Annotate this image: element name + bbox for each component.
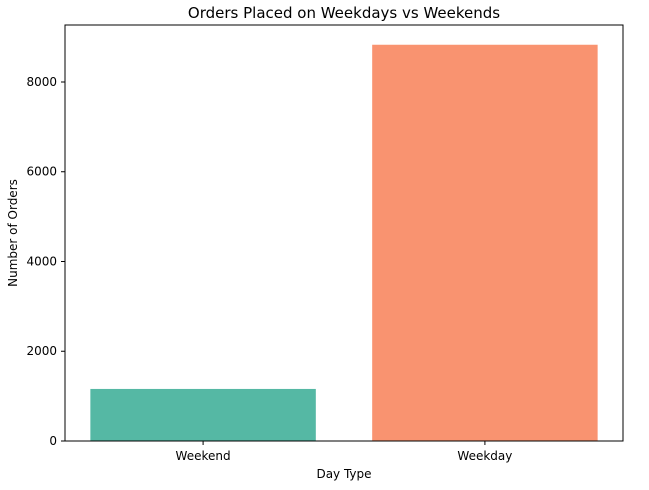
y-axis-ticks: 0 2000 4000 6000 8000 [26,75,65,448]
bar-weekend [90,388,316,441]
chart-title: Orders Placed on Weekdays vs Weekends [188,4,500,22]
y-tick-label: 0 [49,434,57,448]
x-axis-label: Day Type [316,467,371,481]
y-tick-label: 2000 [26,344,57,358]
x-tick-label: Weekday [457,449,512,463]
y-axis-label: Number of Orders [6,179,20,287]
bar-weekday [372,44,598,441]
plot-area-frame [64,24,624,442]
bars-layer [90,44,598,441]
y-tick-label: 4000 [26,254,57,268]
y-tick-label: 6000 [26,165,57,179]
x-axis-ticks: Weekend Weekday [176,441,512,463]
y-tick-label: 8000 [26,75,57,89]
x-tick-label: Weekend [176,449,231,463]
